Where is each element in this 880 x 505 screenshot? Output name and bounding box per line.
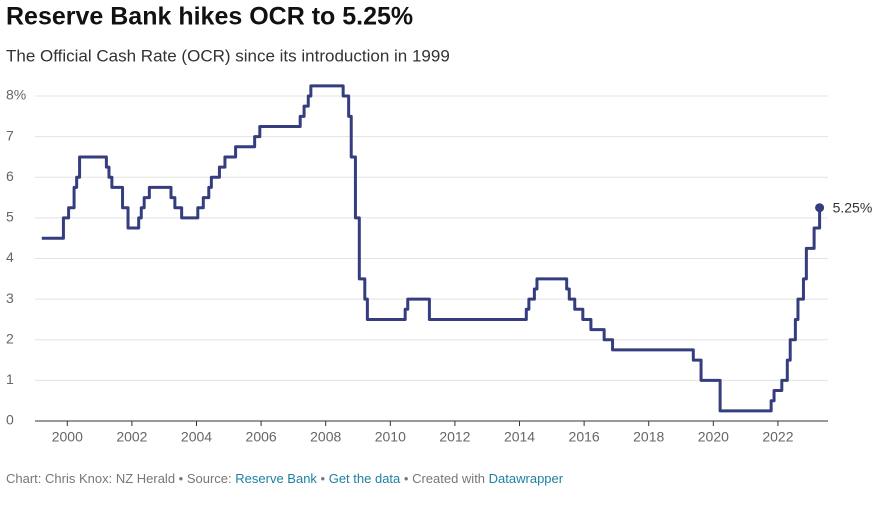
source-link[interactable]: Reserve Bank xyxy=(235,471,317,486)
end-dot xyxy=(815,203,825,213)
y-tick-label: 1 xyxy=(6,371,14,387)
x-tick-label: 2000 xyxy=(52,429,83,445)
sep: • xyxy=(175,471,187,486)
chart-subtitle: The Official Cash Rate (OCR) since its i… xyxy=(6,46,450,65)
x-tick-label: 2014 xyxy=(504,429,535,445)
x-tick-label: 2022 xyxy=(762,429,793,445)
y-tick-label: 7 xyxy=(6,127,14,143)
x-tick-label: 2006 xyxy=(246,429,277,445)
x-tick-label: 2008 xyxy=(310,429,341,445)
x-tick-label: 2012 xyxy=(439,429,470,445)
y-tick-label: 8% xyxy=(6,87,26,103)
y-tick-label: 0 xyxy=(6,412,14,428)
y-tick-label: 4 xyxy=(6,249,14,265)
x-tick-label: 2010 xyxy=(375,429,406,445)
credit: Chart: Chris Knox: NZ Herald xyxy=(6,471,175,486)
chart-title: Reserve Bank hikes OCR to 5.25% xyxy=(6,3,413,31)
source-label: Source: xyxy=(187,471,232,486)
sep: • xyxy=(400,471,412,486)
y-tick-label: 6 xyxy=(6,168,14,184)
x-tick-label: 2004 xyxy=(181,429,212,445)
created: Created with xyxy=(412,471,485,486)
value-label: 5.25% xyxy=(833,199,873,215)
x-tick-label: 2020 xyxy=(698,429,729,445)
x-tick-label: 2002 xyxy=(116,429,147,445)
x-tick-label: 2018 xyxy=(633,429,664,445)
y-tick-label: 2 xyxy=(6,330,14,346)
x-tick-label: 2016 xyxy=(569,429,600,445)
y-tick-label: 5 xyxy=(6,209,14,225)
sep: • xyxy=(317,471,329,486)
y-tick-label: 3 xyxy=(6,290,14,306)
line xyxy=(41,84,822,413)
tool-link[interactable]: Datawrapper xyxy=(489,471,564,486)
data-link[interactable]: Get the data xyxy=(329,471,401,486)
footer: Chart: Chris Knox: NZ Herald • Source: R… xyxy=(6,471,564,486)
